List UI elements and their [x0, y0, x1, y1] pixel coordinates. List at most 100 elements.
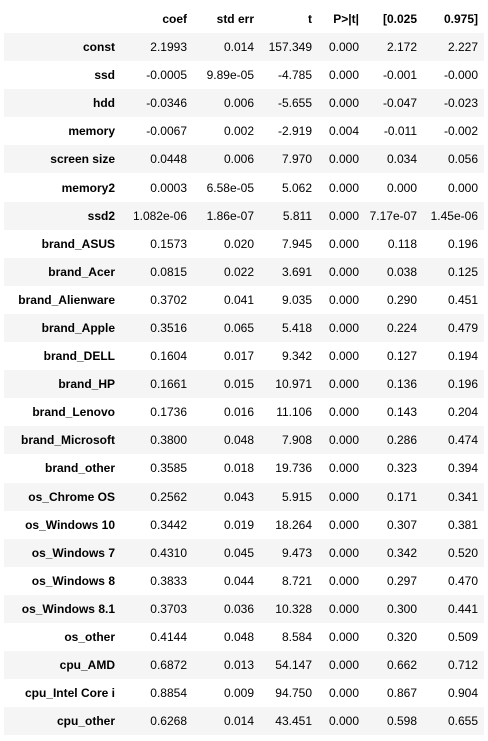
- table-cell: 9.473: [281, 545, 312, 560]
- table-cell: 0.000: [328, 68, 359, 83]
- table-cell: 0.194: [447, 349, 478, 364]
- table-cell: 157.349: [268, 40, 312, 55]
- table-cell: 0.038: [386, 264, 417, 279]
- row-label: hdd: [93, 96, 115, 111]
- table-cell: 0.196: [447, 236, 478, 251]
- table-cell: 0.000: [328, 264, 359, 279]
- table-body: const 2.1993 0.014 157.349 0.000 2.172 2.227 ss…: [4, 33, 484, 736]
- table-cell: 0.196: [447, 377, 478, 392]
- table-cell: 1.082e-06: [132, 208, 187, 223]
- table-cell: 0.118: [387, 236, 417, 251]
- table-cell: 0.655: [447, 714, 478, 729]
- column-header: 0.975]: [443, 11, 478, 26]
- row-label: cpu_Intel Core i: [24, 686, 115, 701]
- row-label: memory: [68, 124, 115, 139]
- table-cell: 0.224: [386, 320, 417, 335]
- table-cell: 10.971: [275, 377, 312, 392]
- table-cell: 0.171: [386, 489, 417, 504]
- table-cell: 0.904: [447, 686, 478, 701]
- row-label: const: [82, 40, 115, 55]
- table-cell: -0.0005: [146, 68, 187, 83]
- row-label: brand_Acer: [48, 264, 115, 279]
- table-row: brand_HP 0.1661 0.015 10.971 0.000 0.136 0.196: [4, 370, 484, 399]
- table-cell: 0.000: [328, 686, 359, 701]
- table-cell: 9.342: [281, 349, 312, 364]
- table-row: cpu_AMD 0.6872 0.013 54.147 0.000 0.662 0.712: [4, 651, 484, 680]
- table-cell: 0.451: [447, 292, 478, 307]
- table-cell: 0.014: [223, 40, 254, 55]
- table-cell: 7.945: [281, 236, 312, 251]
- table-cell: 0.204: [447, 405, 478, 420]
- row-label: brand_Alienware: [18, 292, 115, 307]
- table-cell: 0.0815: [150, 264, 187, 279]
- table-cell: 0.000: [328, 573, 359, 588]
- table-row: brand_ASUS 0.1573 0.020 7.945 0.000 0.118 0.19…: [4, 229, 484, 258]
- table-cell: 0.290: [386, 292, 417, 307]
- table-row: brand_Lenovo 0.1736 0.016 11.106 0.000 0.143 0…: [4, 398, 484, 427]
- table-cell: 0.1573: [150, 236, 187, 251]
- table-cell: 0.034: [386, 152, 417, 167]
- table-cell: 7.970: [281, 152, 312, 167]
- table-row: ssd -0.0005 9.89e-05 -4.785 0.000 -0.001 -0.00…: [4, 61, 484, 90]
- table-row: const 2.1993 0.014 157.349 0.000 2.172 2.227: [4, 33, 484, 62]
- table-cell: 0.341: [447, 489, 478, 504]
- table-row: screen size 0.0448 0.006 7.970 0.000 0.034 0.0…: [4, 145, 484, 174]
- table-cell: 7.908: [281, 433, 312, 448]
- table-row: brand_Acer 0.0815 0.022 3.691 0.000 0.038 0.12…: [4, 257, 484, 286]
- table-cell: 0.048: [223, 630, 254, 645]
- table-row: os_Chrome OS 0.2562 0.043 5.915 0.000 0.171 0.…: [4, 482, 484, 511]
- table-cell: 0.520: [447, 545, 478, 560]
- table-cell: 0.2562: [150, 489, 187, 504]
- table-cell: -0.047: [382, 96, 417, 111]
- table-cell: 0.000: [386, 180, 417, 195]
- row-label: os_Windows 8.1: [21, 601, 115, 616]
- table-cell: -0.001: [382, 68, 417, 83]
- table-cell: 0.016: [223, 405, 254, 420]
- table-cell: 0.8854: [150, 686, 187, 701]
- table-cell: 0.3585: [150, 461, 187, 476]
- table-cell: 0.4144: [150, 630, 187, 645]
- table-cell: -2.919: [277, 124, 312, 139]
- table-cell: 0.019: [223, 517, 254, 532]
- table-cell: -0.002: [443, 124, 478, 139]
- table-cell: 0.470: [447, 573, 478, 588]
- table-row: ssd2 1.082e-06 1.86e-07 5.811 0.000 7.17e-07 1…: [4, 201, 484, 230]
- row-label: brand_Lenovo: [32, 405, 115, 420]
- column-header: std err: [216, 11, 254, 26]
- table-row: os_Windows 7 0.4310 0.045 9.473 0.000 0.342 0.…: [4, 538, 484, 567]
- table-cell: 0.1736: [150, 405, 187, 420]
- table-cell: 0.041: [223, 292, 254, 307]
- table-cell: 0.0003: [150, 180, 187, 195]
- table-cell: 5.062: [281, 180, 312, 195]
- row-label: os_other: [64, 630, 115, 645]
- table-cell: 0.3703: [150, 601, 187, 616]
- table-row: cpu_Intel Core i 0.8854 0.009 94.750 0.000 0.…: [4, 679, 484, 708]
- table-cell: 0.3442: [150, 517, 187, 532]
- table-cell: 0.4310: [150, 545, 187, 560]
- table-row: os_Windows 8.1 0.3703 0.036 10.328 0.000 0.30…: [4, 594, 484, 623]
- table-row: brand_Microsoft 0.3800 0.048 7.908 0.000 0.28…: [4, 426, 484, 455]
- row-label: ssd2: [87, 208, 115, 223]
- table-cell: 8.721: [281, 573, 312, 588]
- table-cell: 7.17e-07: [369, 208, 417, 223]
- row-label: brand_HP: [58, 377, 115, 392]
- table-cell: 94.750: [275, 686, 312, 701]
- table-row: hdd -0.0346 0.006 -5.655 0.000 -0.047 -0.023: [4, 89, 484, 118]
- column-header: [4, 4, 121, 33]
- table-cell: 0.323: [386, 461, 417, 476]
- table-row: brand_Apple 0.3516 0.065 5.418 0.000 0.224 0.4…: [4, 313, 484, 343]
- row-label: brand_DELL: [43, 349, 115, 364]
- table-cell: 0.000: [328, 377, 359, 392]
- table-cell: 0.662: [386, 658, 417, 673]
- table-cell: 0.065: [223, 320, 254, 335]
- table-cell: -0.023: [443, 96, 478, 111]
- table-cell: 0.000: [328, 714, 359, 729]
- table-cell: 0.598: [386, 714, 417, 729]
- table-cell: 0.002: [223, 124, 254, 139]
- table-cell: 8.584: [281, 630, 312, 645]
- table-row: memory2 0.0003 6.58e-05 5.062 0.000 0.000 0.00…: [4, 173, 484, 202]
- table-cell: 0.015: [223, 377, 254, 392]
- table-cell: 54.147: [275, 658, 312, 673]
- table-cell: 2.172: [386, 40, 417, 55]
- row-label: brand_Apple: [41, 320, 115, 335]
